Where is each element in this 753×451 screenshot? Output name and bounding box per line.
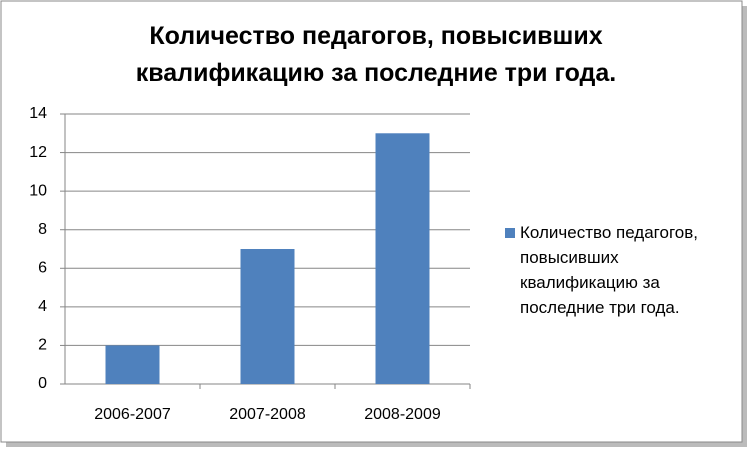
y-tick-label: 4 xyxy=(38,298,47,315)
x-tick-label: 2006-2007 xyxy=(94,406,171,423)
y-tick-label: 14 xyxy=(29,105,47,122)
y-tick-label: 6 xyxy=(38,260,47,277)
chart-title: Количество педагогов, повысивших квалифи… xyxy=(135,22,617,87)
legend-swatch xyxy=(505,228,515,238)
x-tick-label: 2008-2009 xyxy=(364,406,441,423)
x-tick-label: 2007-2008 xyxy=(229,406,306,423)
legend-label: Количество педагогов, повысивших квалифи… xyxy=(520,223,698,317)
y-tick-label: 0 xyxy=(38,375,47,392)
bar xyxy=(375,133,430,384)
bar xyxy=(240,249,295,384)
bar xyxy=(105,345,160,384)
y-tick-label: 10 xyxy=(29,182,47,199)
y-tick-label: 8 xyxy=(38,221,47,238)
y-tick-label: 2 xyxy=(38,337,47,354)
y-tick-label: 12 xyxy=(29,144,47,161)
